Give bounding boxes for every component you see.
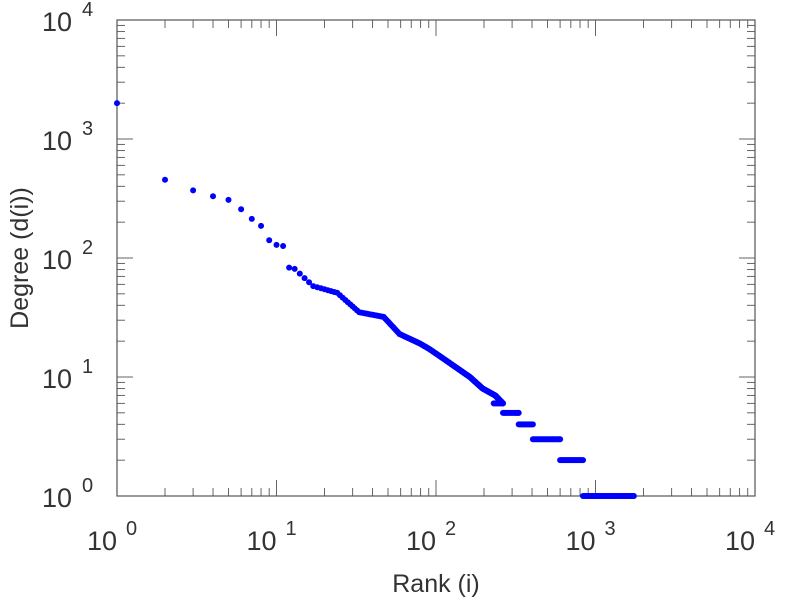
y-tick-label: 10 — [42, 364, 72, 394]
x-tick-label: 10 — [566, 526, 596, 556]
data-point — [286, 264, 293, 271]
x-tick-exponent: 4 — [764, 518, 775, 540]
data-point — [301, 275, 308, 282]
data-point — [266, 237, 273, 244]
data-point — [280, 243, 287, 250]
y-tick-label: 10 — [42, 483, 72, 513]
x-tick-exponent: 3 — [605, 518, 616, 540]
data-point — [162, 176, 169, 183]
y-tick-label: 10 — [42, 7, 72, 37]
y-tick-exponent: 3 — [82, 118, 93, 140]
data-point — [557, 436, 564, 443]
x-tick-label: 10 — [406, 526, 436, 556]
data-point — [499, 400, 506, 407]
x-tick-label: 10 — [247, 526, 277, 556]
data-point — [225, 196, 232, 203]
data-point — [529, 421, 536, 428]
x-tick-exponent: 1 — [286, 518, 297, 540]
y-tick-labels: 10 0 10 1 10 2 10 3 10 4 — [42, 0, 93, 513]
data-point — [114, 100, 120, 107]
y-tick-exponent: 0 — [82, 475, 93, 497]
data-point — [580, 457, 587, 464]
data-point — [248, 215, 255, 222]
y-tick-label: 10 — [42, 126, 72, 156]
x-tick-label: 10 — [87, 526, 117, 556]
data-point — [630, 493, 637, 499]
x-axis-label: Rank (i) — [392, 570, 480, 598]
data-point — [515, 409, 522, 416]
data-points — [114, 100, 637, 499]
x-tick-exponent: 0 — [126, 518, 137, 540]
x-tick-labels: 10 0 10 1 10 2 10 3 10 4 — [87, 518, 775, 556]
data-point — [258, 222, 265, 229]
y-tick-exponent: 4 — [82, 0, 93, 21]
plot-frame — [116, 19, 756, 497]
y-axis-label: Degree (d(i)) — [6, 187, 34, 329]
y-tick-exponent: 2 — [82, 237, 93, 259]
data-point — [331, 288, 338, 295]
x-tick-exponent: 2 — [445, 518, 456, 540]
data-point — [238, 206, 245, 213]
data-point — [291, 265, 298, 272]
y-tick-exponent: 1 — [82, 356, 93, 378]
data-point — [273, 241, 280, 248]
axis-ticks — [116, 19, 756, 497]
y-tick-label: 10 — [42, 245, 72, 275]
data-point — [190, 187, 197, 194]
data-point — [210, 193, 217, 200]
data-point — [306, 279, 313, 286]
x-tick-label: 10 — [725, 526, 755, 556]
data-point — [296, 270, 303, 277]
